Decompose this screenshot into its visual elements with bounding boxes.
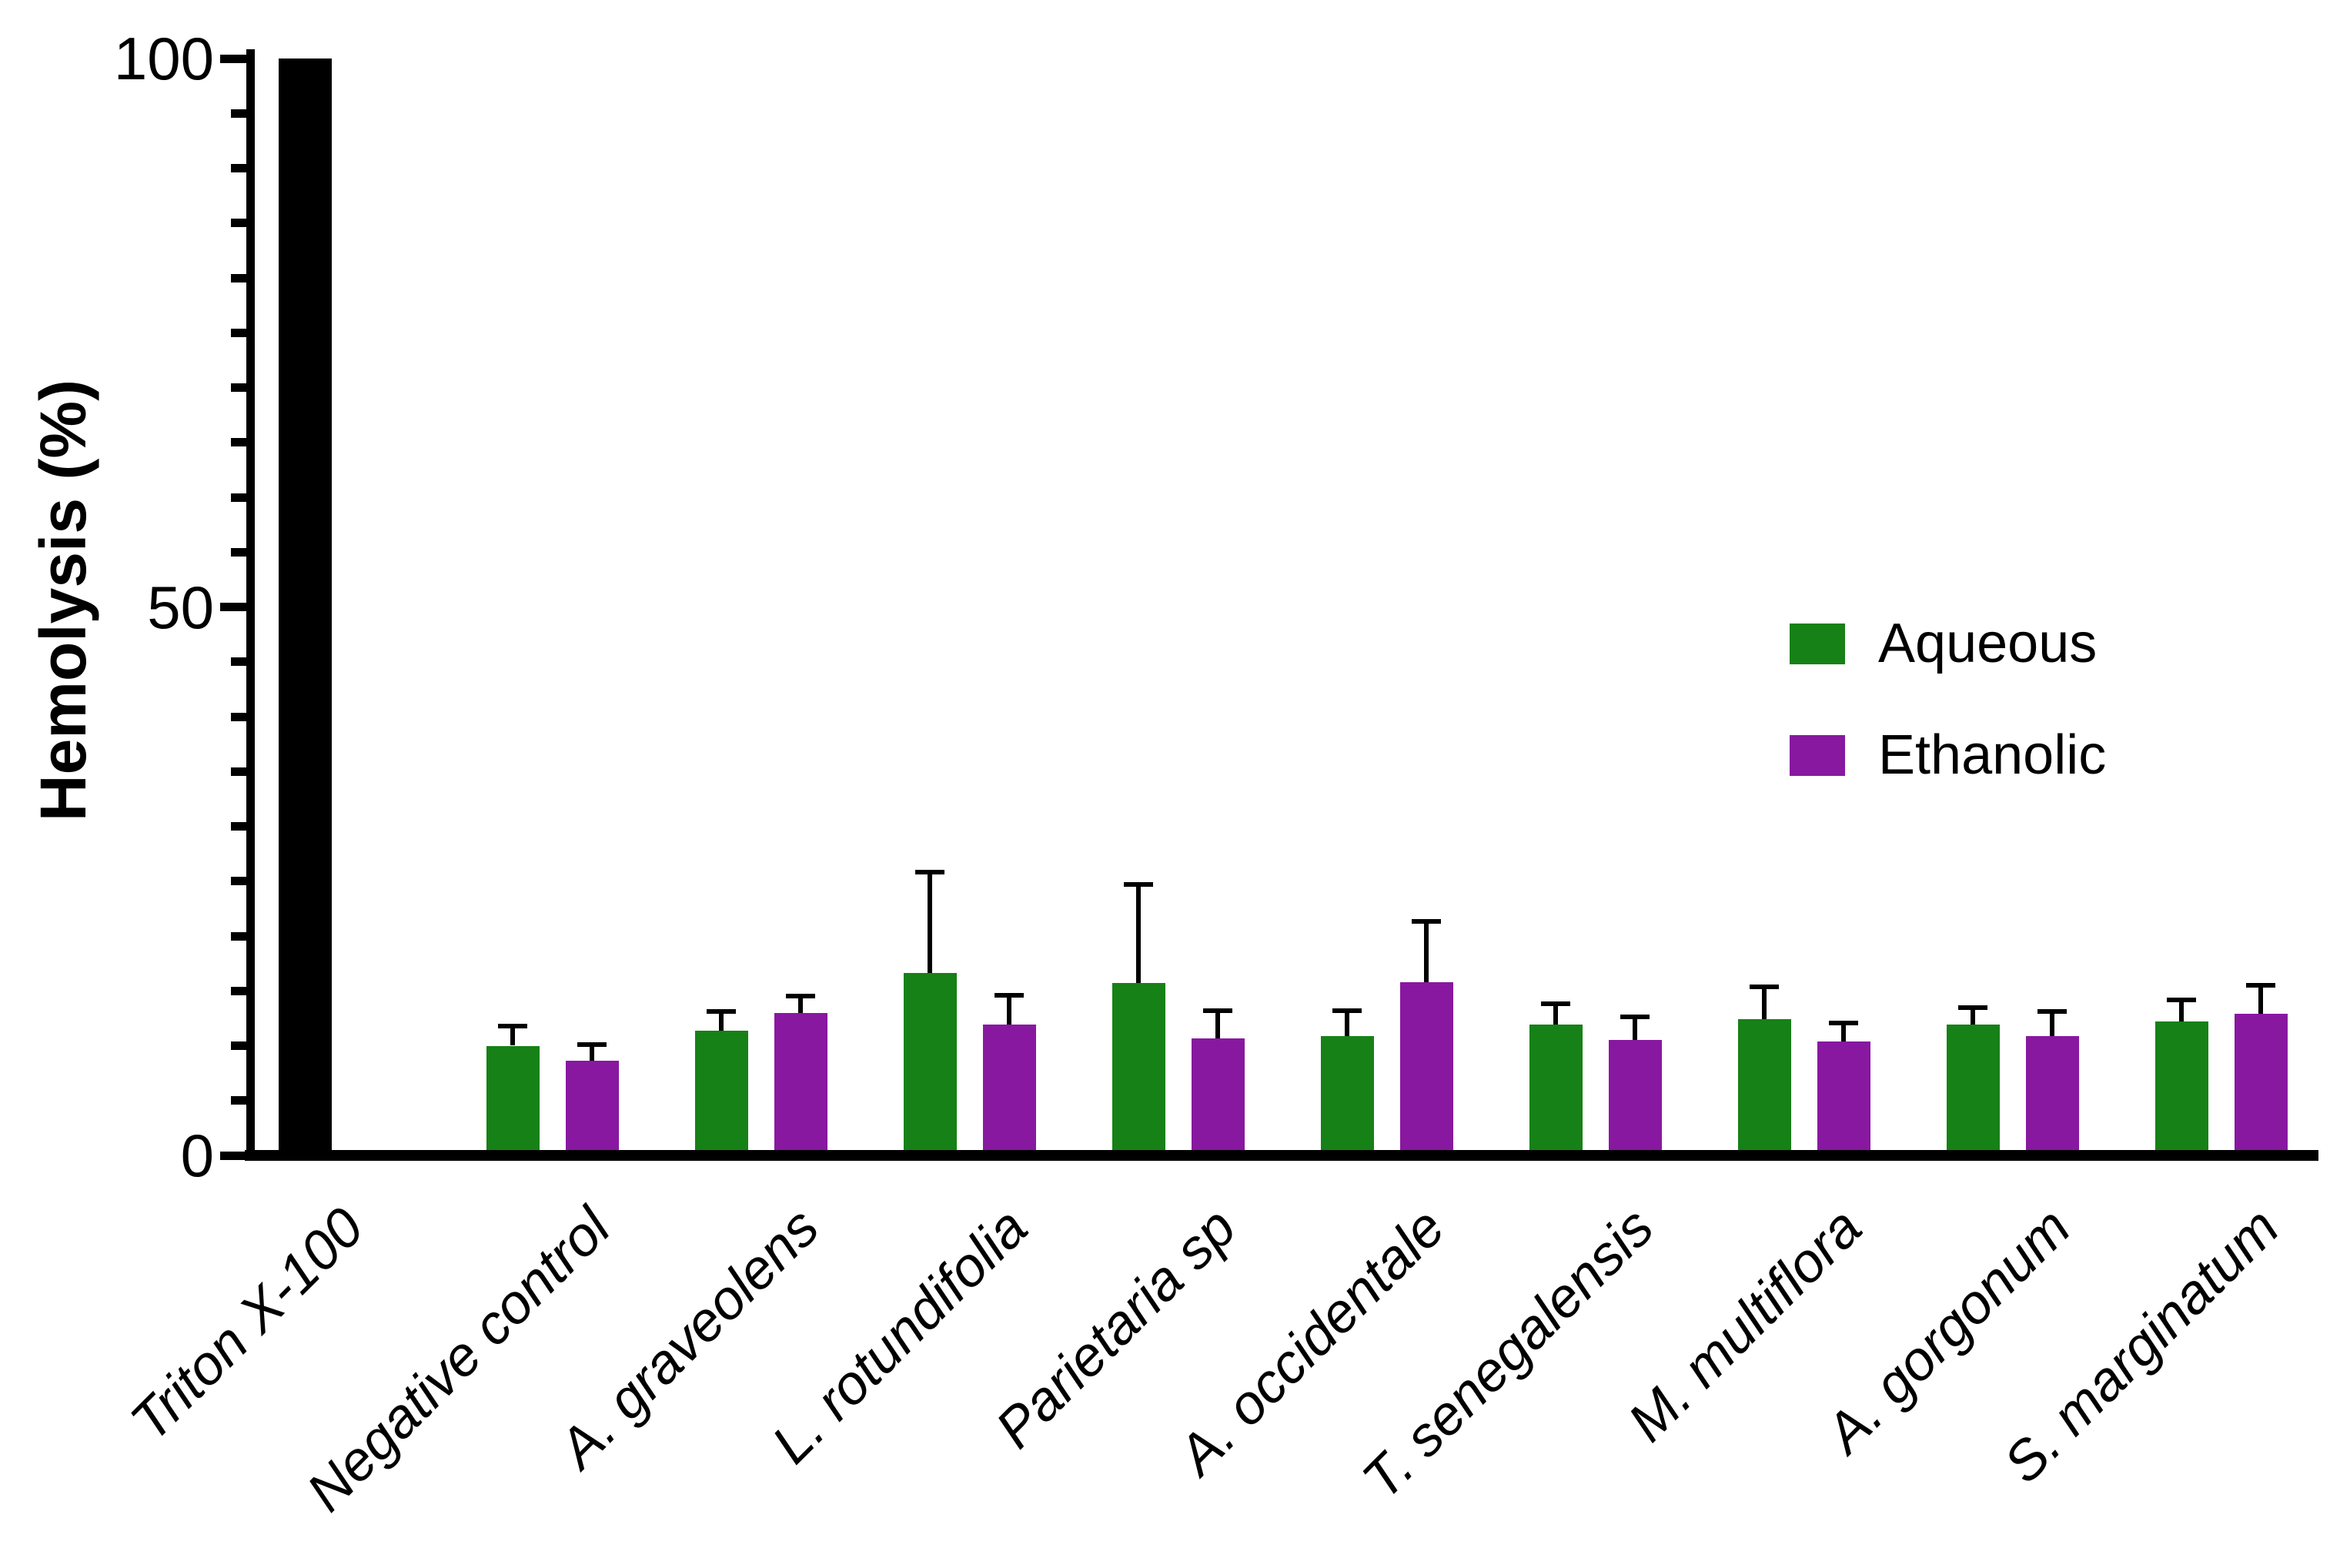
error-bar-stem (928, 872, 932, 974)
bar-ethanolic (2234, 1014, 2288, 1161)
error-bar-cap (2246, 983, 2275, 988)
bar-ethanolic (565, 1061, 619, 1161)
error-bar-cap (915, 870, 944, 875)
error-bar-stem (590, 1045, 594, 1061)
error-bar-stem (1136, 884, 1141, 984)
legend-item-ethanolic: Ethanolic (1790, 727, 2106, 783)
legend-swatch-ethanolic (1790, 734, 1845, 776)
y-minor-tick (231, 931, 246, 941)
error-bar-stem (2258, 985, 2263, 1015)
y-minor-tick (231, 712, 246, 721)
bar-aqueous (1946, 1025, 2000, 1161)
error-bar-stem (2179, 999, 2184, 1022)
bar-ethanolic (1191, 1038, 1245, 1161)
x-category-label: Triton X-100 (119, 1196, 376, 1453)
error-bar-cap (1750, 984, 1779, 989)
error-bar-stem (1345, 1010, 1349, 1036)
legend-swatch-aqueous (1790, 623, 1845, 664)
error-bar-stem (1424, 921, 1429, 982)
error-bar-cap (577, 1042, 607, 1048)
y-minor-tick (231, 986, 246, 995)
error-bar-cap (1620, 1015, 1650, 1020)
bar-ethanolic (1817, 1041, 1870, 1161)
error-bar-cap (1124, 882, 1153, 888)
error-bar-stem (719, 1011, 724, 1031)
y-minor-tick (231, 767, 246, 776)
x-axis-line (245, 1150, 2318, 1161)
error-bar-cap (1958, 1005, 1987, 1010)
y-minor-tick (231, 273, 246, 283)
y-minor-tick (231, 657, 246, 667)
y-major-tick (220, 54, 246, 63)
y-tick-label: 50 (147, 573, 214, 641)
error-bar-stem (798, 996, 803, 1013)
bar-aqueous (1320, 1035, 1374, 1161)
bar-ethanolic (1608, 1040, 1662, 1161)
y-minor-tick (231, 219, 246, 228)
bar-ethanolic (982, 1025, 1036, 1161)
y-minor-tick (231, 438, 246, 447)
y-tick-label: 100 (113, 25, 214, 92)
error-bar-cap (1412, 919, 1441, 924)
y-tick-label: 0 (180, 1122, 214, 1189)
error-bar-cap (1203, 1008, 1232, 1013)
error-bar-stem (510, 1025, 515, 1046)
error-bar-stem (1762, 986, 1767, 1020)
error-bar-stem (1553, 1004, 1558, 1025)
legend-item-aqueous: Aqueous (1790, 616, 2106, 671)
y-major-tick (220, 603, 246, 611)
error-bar-cap (1332, 1008, 1362, 1013)
error-bar-stem (1007, 995, 1011, 1025)
y-axis-line (246, 49, 255, 1161)
bar-aqueous (1111, 983, 1165, 1161)
error-bar-cap (2037, 1009, 2067, 1015)
bar-aqueous (903, 973, 957, 1161)
error-bar-stem (1633, 1017, 1637, 1041)
y-axis-title: Hemolysis (%) (27, 379, 99, 822)
y-minor-tick (231, 547, 246, 557)
bar-aqueous (694, 1030, 748, 1161)
y-minor-tick (231, 493, 246, 502)
legend-label-ethanolic: Ethanolic (1878, 724, 2107, 786)
bar-ethanolic (1399, 981, 1453, 1161)
bar-aqueous (1737, 1019, 1791, 1161)
error-bar-cap (1541, 1001, 1570, 1007)
y-minor-tick (231, 877, 246, 886)
bar-ethanolic (2025, 1035, 2079, 1161)
y-minor-tick (231, 1096, 246, 1105)
error-bar-stem (1841, 1022, 1846, 1041)
bar-aqueous (486, 1045, 540, 1161)
y-major-tick (220, 1151, 246, 1160)
legend-label-aqueous: Aqueous (1878, 613, 2098, 674)
error-bar-cap (994, 992, 1024, 998)
bar-ethanolic (774, 1012, 827, 1161)
y-minor-tick (231, 1041, 246, 1050)
y-minor-tick (231, 109, 246, 118)
error-bar-cap (1829, 1020, 1858, 1025)
y-minor-tick (231, 328, 246, 337)
error-bar-cap (707, 1009, 736, 1015)
legend: Aqueous Ethanolic (1790, 616, 2106, 839)
error-bar-stem (1971, 1007, 1975, 1025)
error-bar-stem (2050, 1011, 2054, 1036)
bar-aqueous (2154, 1021, 2208, 1161)
y-minor-tick (231, 383, 246, 392)
bar-positive-control (279, 59, 332, 1161)
error-bar-cap (786, 994, 815, 999)
y-minor-tick (231, 164, 246, 172)
error-bar-cap (498, 1023, 527, 1028)
error-bar-stem (1215, 1010, 1220, 1038)
y-minor-tick (231, 822, 246, 831)
bar-aqueous (1529, 1025, 1583, 1161)
error-bar-cap (2167, 997, 2196, 1002)
